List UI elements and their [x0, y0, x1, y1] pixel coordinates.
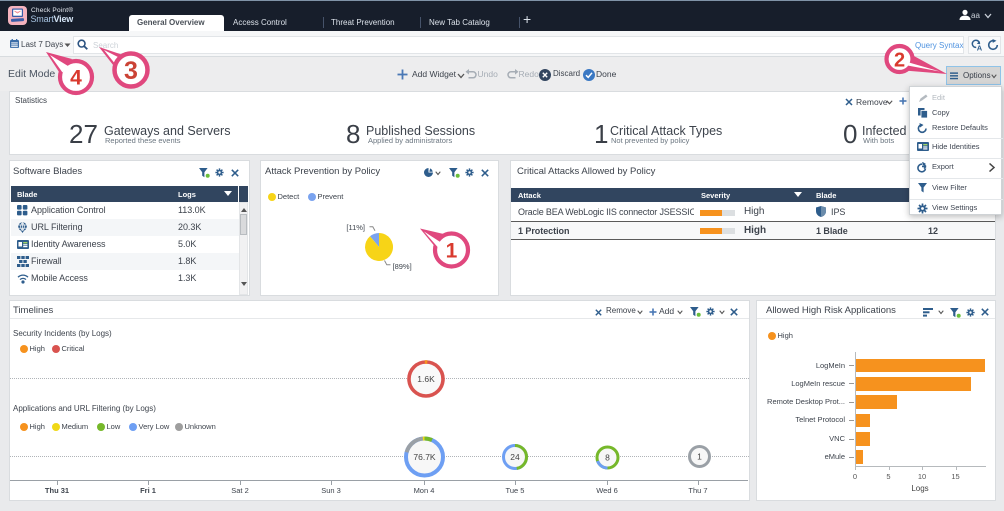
- svg-text:4: 4: [70, 67, 82, 90]
- svg-text:1: 1: [446, 240, 458, 263]
- svg-text:24: 24: [510, 452, 520, 462]
- svg-text:1: 1: [697, 452, 702, 462]
- svg-text:8: 8: [605, 453, 610, 463]
- svg-text:2: 2: [894, 50, 905, 72]
- svg-text:1.6K: 1.6K: [417, 374, 435, 384]
- svg-text:3: 3: [124, 57, 138, 85]
- svg-text:76.7K: 76.7K: [413, 452, 436, 462]
- svg-text:A: A: [977, 44, 983, 52]
